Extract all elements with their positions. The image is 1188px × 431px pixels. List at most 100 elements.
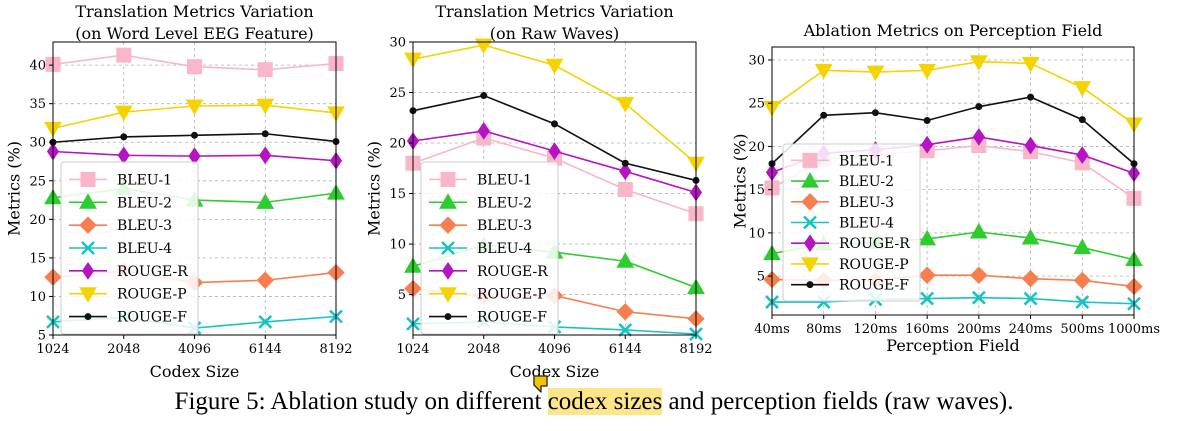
legend-label-bleu-2: BLEU-2 xyxy=(839,174,894,190)
legend-marker-bleu-3 xyxy=(79,216,97,234)
x-tick-label: 200ms xyxy=(957,322,1001,337)
data-point-rouge-p xyxy=(1073,81,1092,97)
legend-marker-rouge-r xyxy=(803,234,817,253)
y-tick-label: 30 xyxy=(29,136,46,151)
data-point-rouge-p xyxy=(185,99,204,116)
data-point-rouge-p xyxy=(114,105,133,122)
legend-label-rouge-r: ROUGE-R xyxy=(839,236,910,252)
data-point-bleu-2 xyxy=(616,252,635,268)
y-axis-label: Metrics (%) xyxy=(365,141,384,236)
y-tick-label: 10 xyxy=(29,290,46,305)
data-point-rouge-f xyxy=(551,120,558,128)
legend-label-bleu-1: BLEU-1 xyxy=(477,172,532,188)
legend: BLEU-1 BLEU-2 BLEU-3 BLEU-4 ROUGE-R ROUGE-P RO… xyxy=(420,161,559,335)
y-tick-label: 40 xyxy=(29,59,46,74)
legend-label-rouge-f: ROUGE-F xyxy=(117,310,187,326)
legend-box xyxy=(420,161,559,335)
chart-title: Translation Metrics Variation xyxy=(435,2,673,21)
y-tick-label: 5 xyxy=(757,270,765,285)
data-point-bleu-4 xyxy=(258,314,273,329)
legend-label-bleu-3: BLEU-3 xyxy=(839,195,894,211)
x-tick-label: 500ms xyxy=(1060,322,1104,337)
y-tick-label: 25 xyxy=(389,86,406,101)
y-tick-label: 15 xyxy=(389,187,406,202)
legend-label-bleu-3: BLEU-3 xyxy=(117,218,172,234)
x-tick-label: 1024 xyxy=(396,342,429,357)
x-axis-label: Codex Size xyxy=(510,362,600,381)
y-axis-label: Metrics (%) xyxy=(5,141,24,236)
x-tick-label: 1000ms xyxy=(1108,322,1160,337)
legend-marker-bleu-1 xyxy=(802,152,818,168)
data-point-rouge-f xyxy=(820,111,828,119)
legend-label-rouge-r: ROUGE-R xyxy=(117,264,188,280)
series-line-rouge-f xyxy=(771,96,1135,165)
data-point-bleu-1 xyxy=(116,47,132,63)
data-point-rouge-p xyxy=(256,98,275,115)
legend-marker-rouge-r xyxy=(441,261,455,280)
data-point-rouge-f xyxy=(621,159,629,167)
caption-after: and perception fields (raw waves). xyxy=(662,388,1014,415)
x-tick-label: 8192 xyxy=(319,342,352,357)
legend-label-rouge-f: ROUGE-F xyxy=(839,278,909,294)
data-point-rouge-f xyxy=(871,109,879,117)
cursor-pointer-icon xyxy=(533,375,548,393)
x-tick-label: 160ms xyxy=(905,322,949,337)
y-tick-label: 30 xyxy=(389,36,406,51)
caption-before: Figure 5: Ablation study on different xyxy=(174,388,548,415)
legend-marker-rouge-p xyxy=(79,287,97,303)
x-tick-label: 2048 xyxy=(107,342,140,357)
legend: BLEU-1 BLEU-2 BLEU-3 BLEU-4 ROUGE-R ROUGE-P RO… xyxy=(782,143,921,302)
series-line-rouge-p xyxy=(771,60,1135,125)
data-point-rouge-r xyxy=(972,128,985,146)
data-point-rouge-r xyxy=(921,135,934,154)
chart-title: (on Raw Waves) xyxy=(490,24,620,43)
data-point-rouge-r xyxy=(117,146,130,165)
data-point-rouge-f xyxy=(1078,116,1086,124)
data-point-rouge-r xyxy=(477,122,490,140)
chart-title: Ablation Metrics on Perception Field xyxy=(803,21,1103,40)
y-tick-label: 20 xyxy=(29,213,46,228)
legend-marker-bleu-2 xyxy=(439,193,457,209)
legend-marker-bleu-2 xyxy=(801,172,819,188)
data-point-bleu-3 xyxy=(256,271,274,289)
y-tick-label: 15 xyxy=(748,183,765,198)
legend-marker-rouge-r xyxy=(81,261,95,280)
caption-highlight: codex sizes xyxy=(547,388,663,415)
data-point-rouge-r xyxy=(1076,146,1089,164)
y-tick-label: 15 xyxy=(29,251,46,266)
data-point-rouge-f xyxy=(191,131,198,139)
legend-label-bleu-4: BLEU-4 xyxy=(477,241,532,257)
legend-marker-bleu-4 xyxy=(803,215,817,230)
y-tick-label: 5 xyxy=(398,288,406,303)
legend-label-bleu-2: BLEU-2 xyxy=(477,195,532,211)
y-tick-label: 10 xyxy=(389,238,406,253)
data-point-bleu-4 xyxy=(1075,295,1090,309)
x-tick-label: 120ms xyxy=(854,322,898,337)
data-point-bleu-3 xyxy=(1073,271,1091,290)
data-point-bleu-3 xyxy=(1021,269,1040,288)
legend-marker-rouge-f xyxy=(806,281,814,289)
legend-label-rouge-p: ROUGE-P xyxy=(117,287,187,303)
data-point-rouge-p xyxy=(545,58,564,75)
legend-label-bleu-3: BLEU-3 xyxy=(477,218,532,234)
legend-marker-rouge-f xyxy=(444,313,452,321)
chart-panel-3: 5 10 15 20 25 30 40ms 80ms 120ms 160ms 200ms 240ms 5… xyxy=(731,21,1161,355)
legend-marker-bleu-4 xyxy=(441,241,455,255)
x-tick-label: 6144 xyxy=(249,342,282,357)
x-tick-label: 6144 xyxy=(609,342,642,357)
data-point-rouge-f xyxy=(480,92,488,100)
legend-marker-bleu-3 xyxy=(439,216,457,234)
data-point-rouge-f xyxy=(923,116,931,124)
data-point-rouge-r xyxy=(619,162,632,181)
legend-label-bleu-4: BLEU-4 xyxy=(117,241,172,257)
data-point-bleu-4 xyxy=(1023,291,1038,306)
plot-frame xyxy=(771,46,1135,316)
data-point-bleu-1 xyxy=(617,182,633,198)
data-point-rouge-p xyxy=(866,65,885,82)
data-point-bleu-4 xyxy=(618,323,633,337)
figure-caption: Figure 5: Ablation study on different co… xyxy=(0,388,1188,416)
data-point-bleu-2 xyxy=(256,193,275,209)
data-point-bleu-2 xyxy=(918,229,937,246)
data-point-bleu-4 xyxy=(920,291,935,306)
y-tick-label: 30 xyxy=(748,53,765,68)
